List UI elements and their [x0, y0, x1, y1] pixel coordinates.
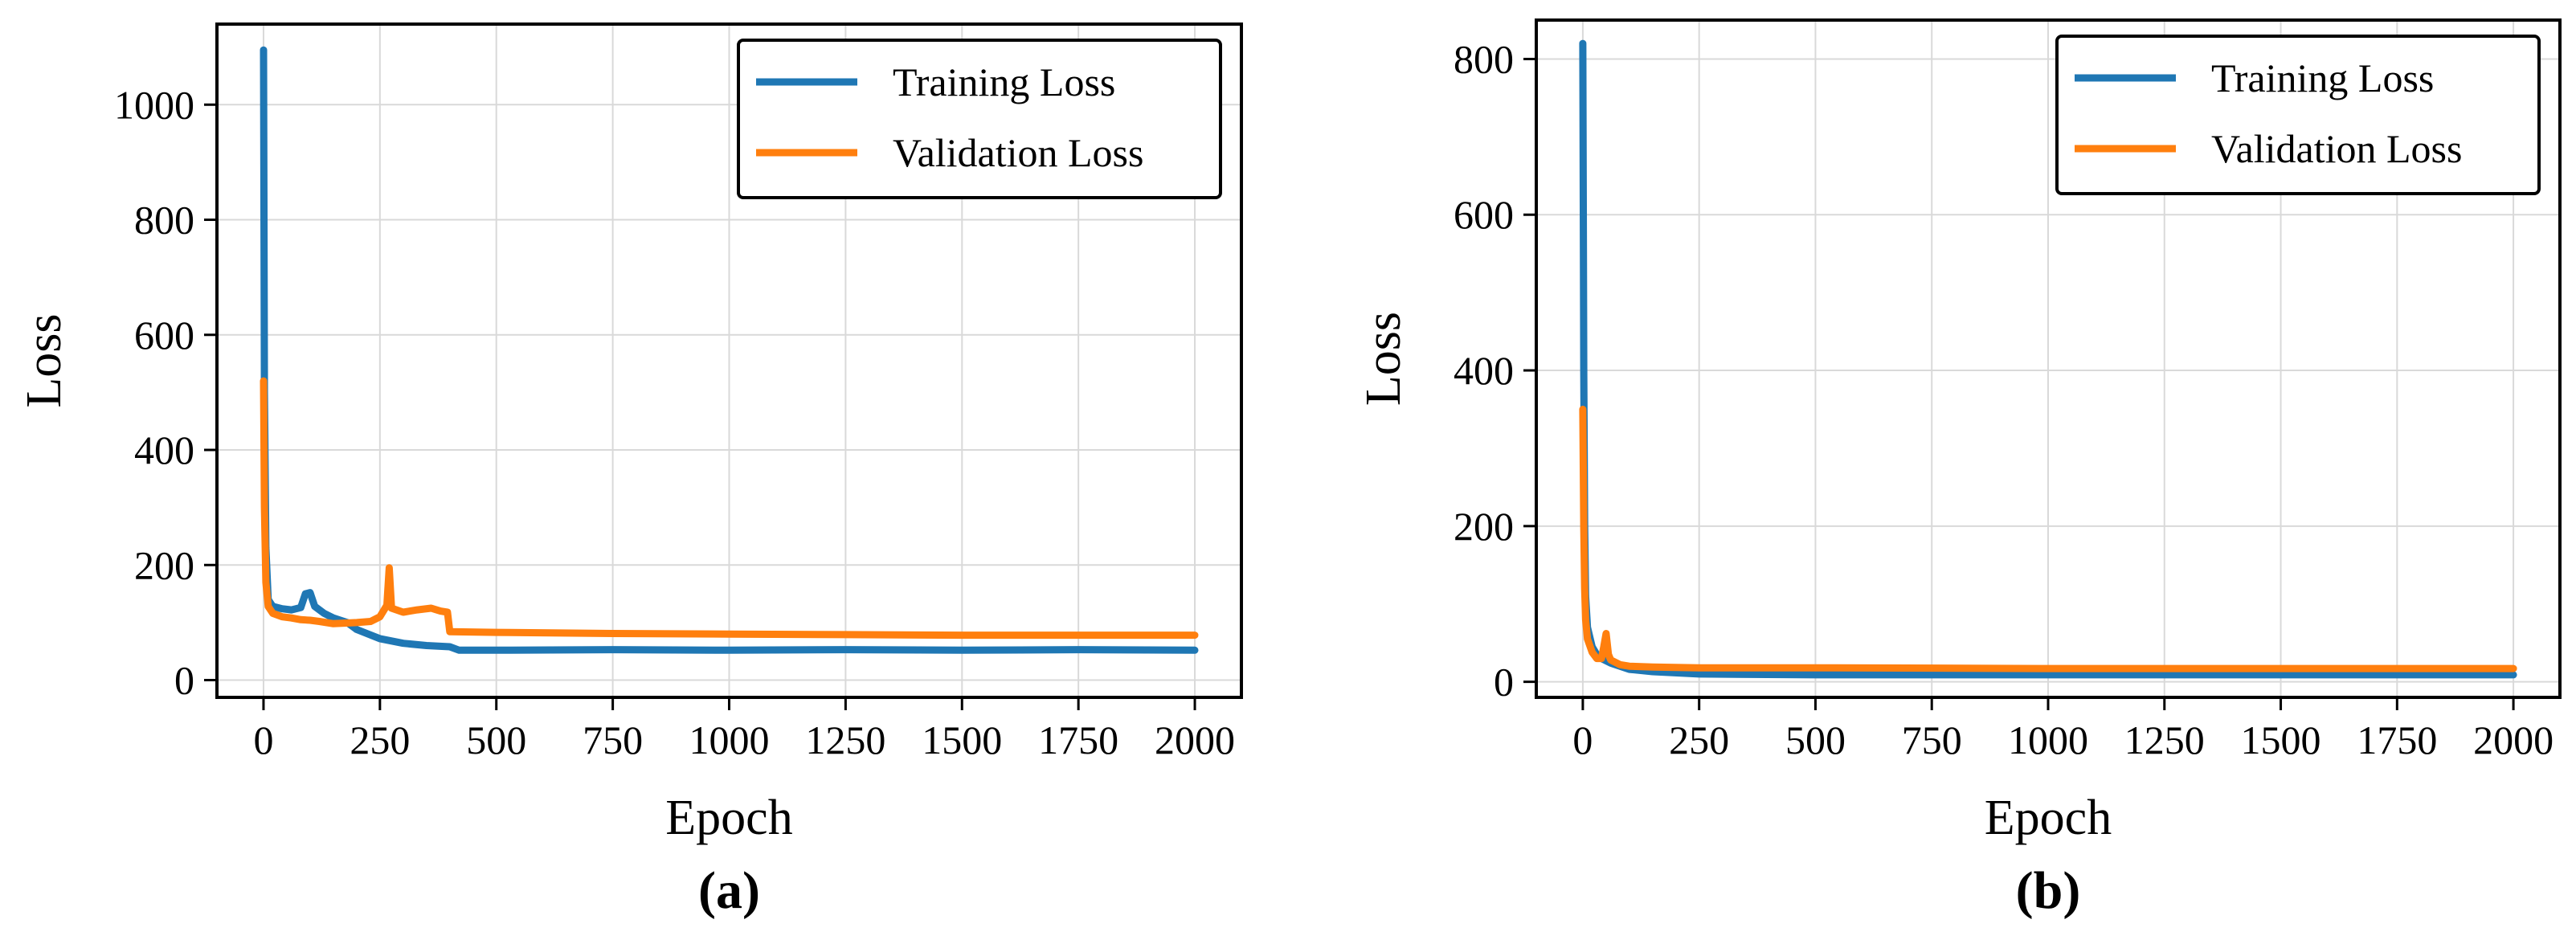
x-tick-label: 1500 [2241, 717, 2321, 762]
legend-label-validation: Validation Loss [893, 130, 1143, 175]
series-line-validation [1579, 406, 2517, 672]
x-tick-label: 500 [1785, 717, 1846, 762]
legend: Training Loss Validation Loss [737, 39, 1222, 199]
legend-box [737, 39, 1222, 199]
y-axis-label: Loss [17, 313, 72, 407]
x-tick-label: 1500 [922, 717, 1002, 762]
x-tick-label: 2000 [1155, 717, 1235, 762]
y-tick-label: 600 [1454, 192, 1514, 237]
legend: Training Loss Validation Loss [2055, 35, 2541, 195]
y-tick-label: 600 [134, 313, 194, 358]
x-tick-label: 250 [1669, 717, 1729, 762]
x-tick-label: 1750 [2357, 717, 2437, 762]
legend-label-training: Training Loss [893, 59, 1115, 104]
panel-label: (b) [2016, 861, 2081, 920]
y-tick-label: 400 [134, 427, 194, 472]
x-tick-label: 750 [583, 717, 643, 762]
x-tick-label: 250 [350, 717, 410, 762]
x-tick-label: 500 [466, 717, 526, 762]
y-tick-label: 800 [1454, 36, 1514, 81]
x-tick-label: 0 [1572, 717, 1593, 762]
x-tick-label: 1000 [2008, 717, 2088, 762]
y-tick-label: 0 [174, 658, 194, 703]
legend-label-validation: Validation Loss [2211, 126, 2462, 171]
x-tick-label: 1000 [689, 717, 770, 762]
y-tick-label: 800 [134, 198, 194, 243]
y-tick-label: 200 [134, 542, 194, 587]
x-tick-label: 2000 [2473, 717, 2554, 762]
chart-b: 0 250 500 750 1000 1250 1500 1750 2000 0 200 400 600… [1356, 18, 2562, 920]
legend-label-training: Training Loss [2211, 55, 2434, 100]
x-tick-label: 750 [1902, 717, 1962, 762]
y-tick-label: 1000 [114, 82, 194, 127]
x-tick-label: 0 [253, 717, 273, 762]
x-axis-label: Epoch [1985, 791, 2112, 845]
y-tick-label: 200 [1454, 504, 1514, 549]
x-tick-label: 1750 [1038, 717, 1118, 762]
y-tick-label: 0 [1494, 660, 1514, 705]
legend-box [2055, 35, 2541, 195]
x-tick-label: 1250 [2124, 717, 2205, 762]
x-axis-label: Epoch [665, 791, 792, 845]
x-tick-label: 1250 [805, 717, 885, 762]
chart-a: 0 250 500 750 1000 1250 1500 1750 2000 0 200 400 600… [17, 22, 1243, 920]
series-line-validation [260, 377, 1199, 640]
panel-label: (a) [698, 861, 760, 920]
y-tick-label: 400 [1454, 348, 1514, 393]
y-axis-label: Loss [1356, 312, 1411, 406]
